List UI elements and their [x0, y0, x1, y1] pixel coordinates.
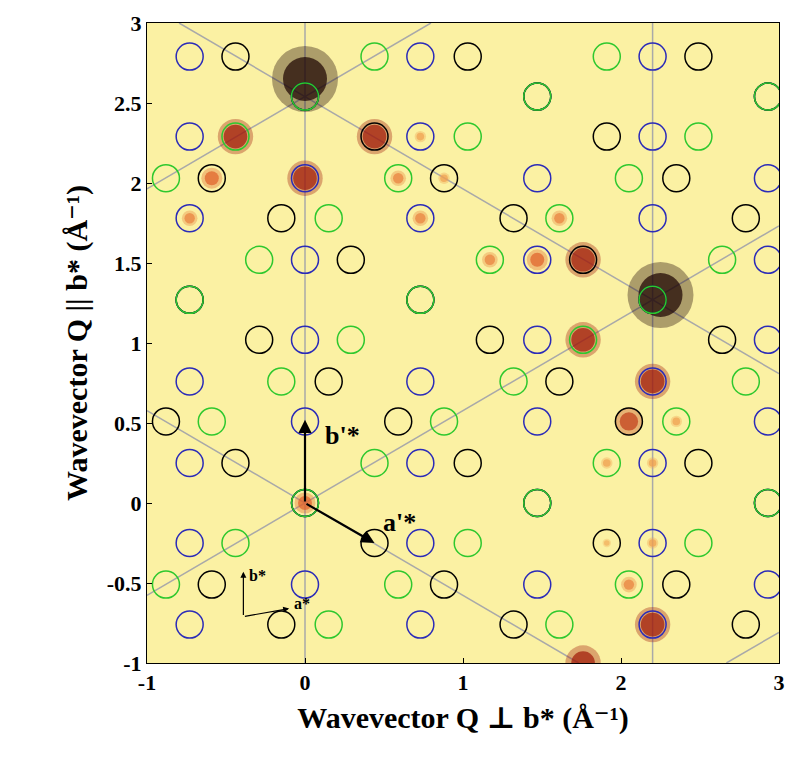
svg-text:-1: -1 [123, 651, 141, 676]
svg-text:1.5: 1.5 [114, 251, 142, 276]
svg-text:Wavevector Q || b* (Å⁻¹): Wavevector Q || b* (Å⁻¹) [60, 185, 94, 501]
svg-text:1: 1 [458, 670, 469, 695]
svg-text:2: 2 [131, 171, 142, 196]
svg-text:0: 0 [300, 670, 311, 695]
svg-text:3: 3 [774, 670, 785, 695]
svg-text:1: 1 [131, 331, 142, 356]
svg-text:-1: -1 [138, 670, 156, 695]
svg-text:2.5: 2.5 [114, 91, 142, 116]
svg-text:0: 0 [131, 491, 142, 516]
svg-text:a'*: a'* [383, 508, 416, 537]
svg-text:2: 2 [616, 670, 627, 695]
svg-text:Wavevector Q ⊥ b* (Å⁻¹): Wavevector Q ⊥ b* (Å⁻¹) [297, 701, 628, 735]
svg-text:b'*: b'* [325, 421, 360, 450]
svg-text:-0.5: -0.5 [107, 571, 142, 596]
svg-text:3: 3 [131, 11, 142, 36]
svg-text:0.5: 0.5 [114, 411, 142, 436]
svg-text:b*: b* [249, 567, 266, 584]
svg-text:a*: a* [294, 595, 310, 612]
